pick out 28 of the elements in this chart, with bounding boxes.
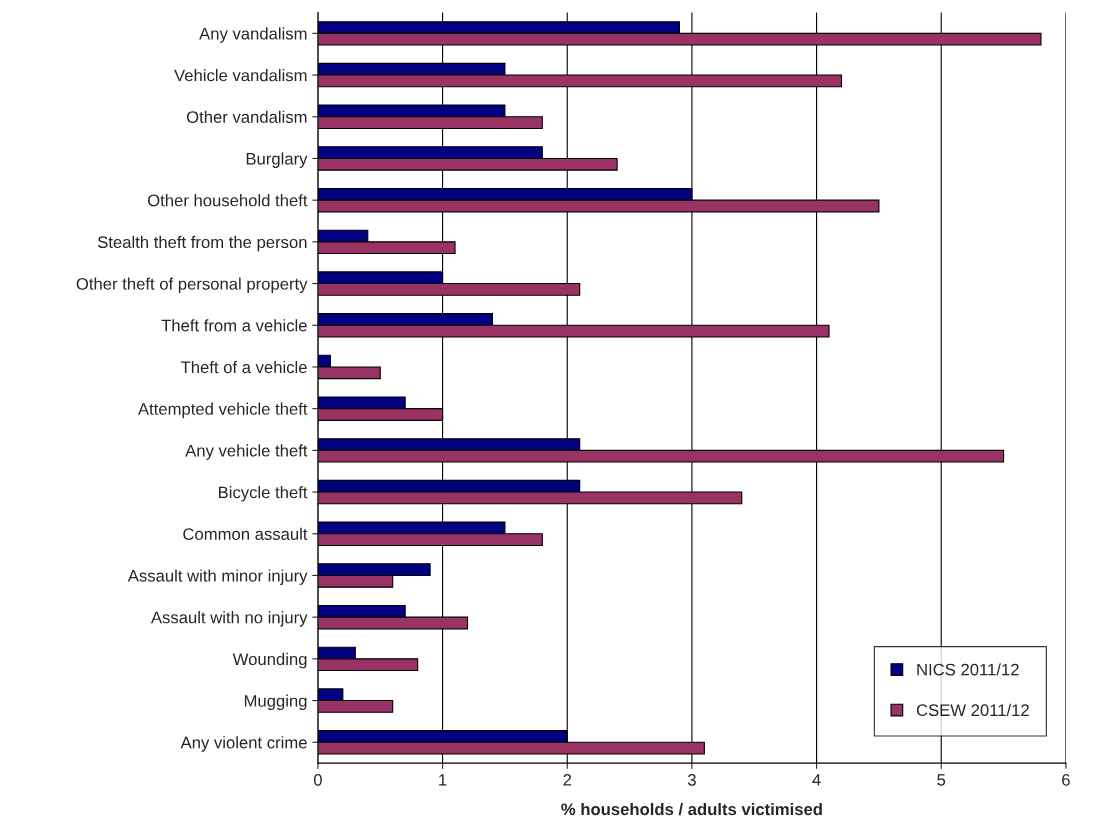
y-tick-label: Vehicle vandalism	[174, 69, 307, 82]
x-tick-label: 6	[1062, 773, 1070, 786]
x-tick-label: 0	[313, 773, 322, 786]
y-tick-label: Attempted vehicle theft	[137, 402, 308, 419]
y-tick-label: Wounding	[232, 652, 307, 669]
legend-label: NICS 2011/12	[917, 663, 1019, 676]
legend-label: CSEW 2011/12	[916, 703, 1029, 717]
x-tick-label: 4	[812, 774, 821, 786]
y-tick-label: Bicycle theft	[219, 486, 308, 502]
x-tick-label: 2	[563, 773, 572, 786]
x-tick-label: 1	[439, 774, 447, 786]
y-tick-label: Other theft of personal property	[76, 277, 308, 294]
y-tick-label: Any violent crime	[180, 736, 307, 752]
y-tick-label: Any vandalism	[199, 27, 307, 43]
y-tick-label: Theft from a vehicle	[161, 319, 307, 332]
y-tick-label: Stealth theft from the person	[97, 235, 307, 252]
y-tick-label: Mugging	[244, 694, 307, 711]
x-tick-label: 3	[687, 773, 696, 786]
y-tick-label: Assault with minor injury	[127, 569, 308, 585]
x-tick-label: 5	[937, 774, 946, 786]
y-tick-label: Assault with no injury	[150, 611, 308, 627]
y-tick-label: Common assault	[183, 527, 308, 540]
x-axis-title: % households / adults victimised	[561, 802, 822, 816]
y-tick-label: Theft of a vehicle	[180, 360, 307, 374]
y-tick-label: Other household theft	[147, 194, 308, 207]
y-tick-label: Any vehicle theft	[185, 444, 308, 460]
y-tick-label: Burglary	[246, 152, 308, 168]
y-tick-label: Other vandalism	[186, 110, 307, 123]
